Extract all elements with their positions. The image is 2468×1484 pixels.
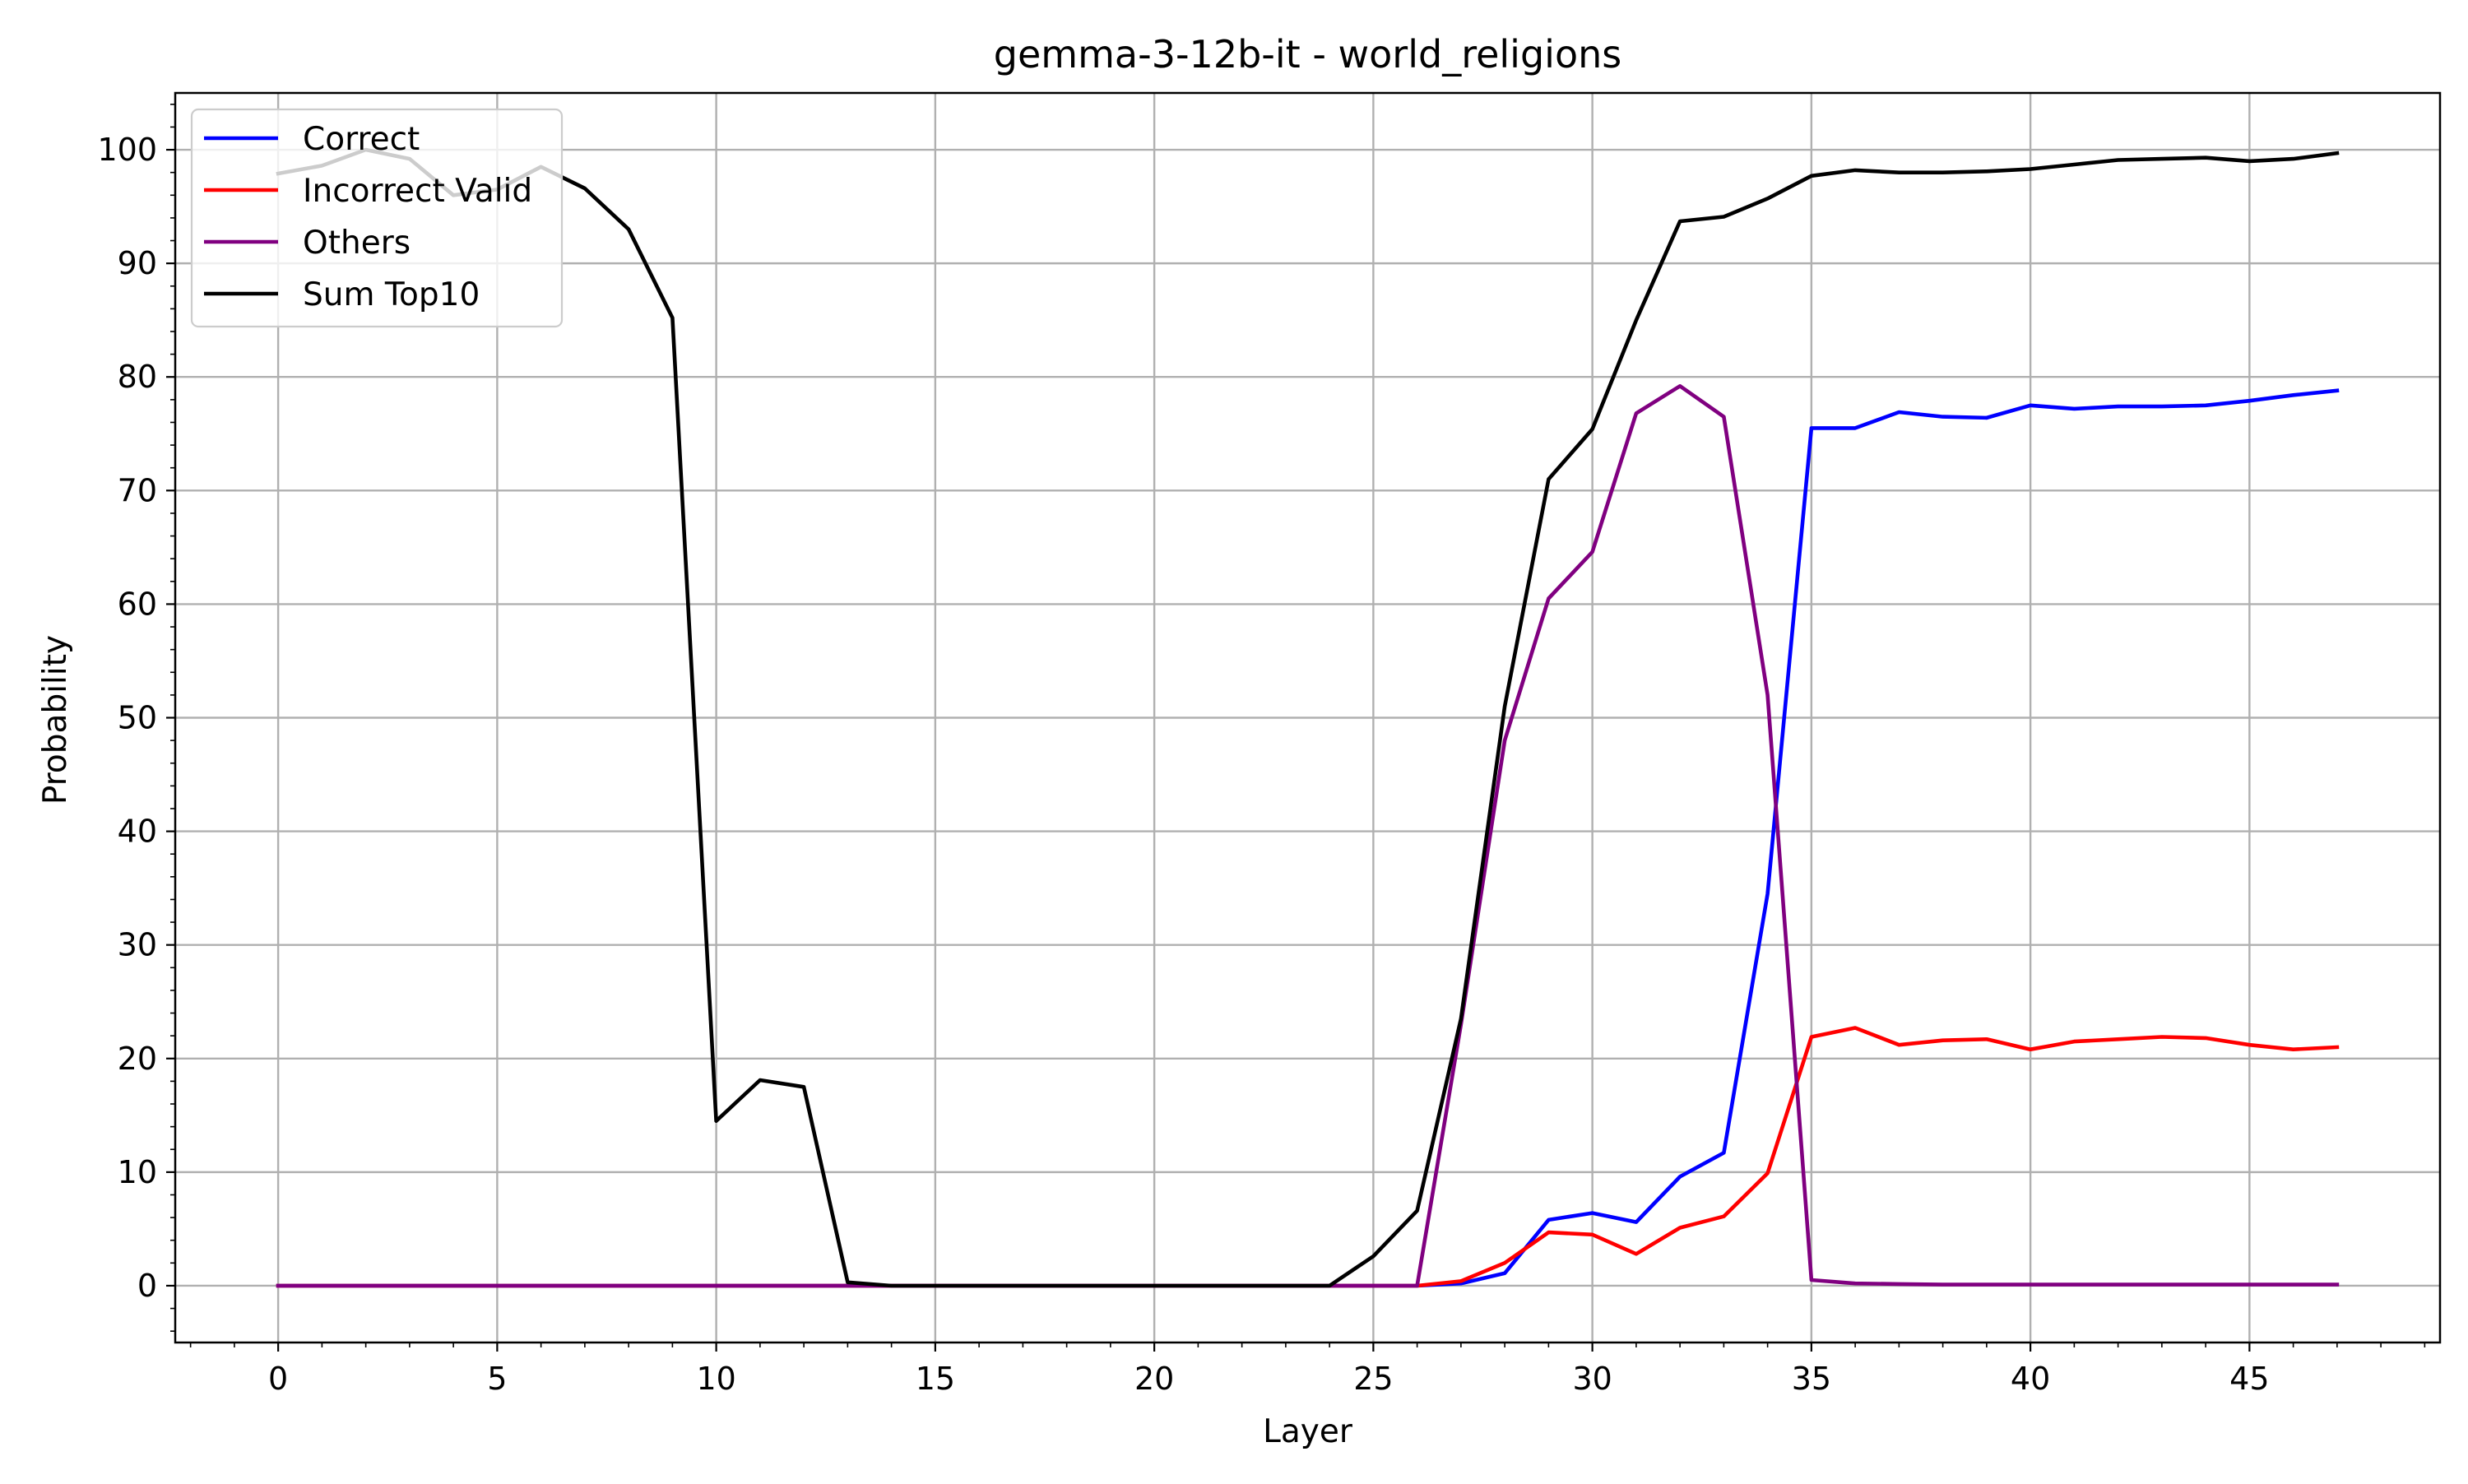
x-tick-label: 40	[2011, 1361, 2050, 1397]
legend-label-incorrect-valid: Incorrect Valid	[303, 173, 532, 210]
x-tick-label: 5	[487, 1361, 507, 1397]
x-axis-label: Layer	[1263, 1413, 1353, 1450]
chart-title: gemma-3-12b-it - world_religions	[994, 32, 1621, 77]
y-tick-label: 40	[118, 814, 157, 850]
x-tick-label: 0	[268, 1361, 288, 1397]
y-tick-label: 50	[118, 700, 157, 736]
y-tick-label: 70	[118, 472, 157, 508]
series-line-sum-top10	[276, 147, 2340, 1288]
x-tick-label: 15	[916, 1361, 955, 1397]
legend-label-others: Others	[303, 225, 411, 262]
y-tick-label: 90	[118, 245, 157, 281]
y-axis-label: Probability	[37, 635, 74, 805]
y-tick-label: 80	[118, 359, 157, 395]
y-tick-label: 100	[97, 132, 157, 168]
y-tick-label: 20	[118, 1041, 157, 1077]
legend-label-sum-top10: Sum Top10	[303, 276, 480, 313]
legend-label-correct: Correct	[303, 121, 420, 158]
x-tick-label: 25	[1353, 1361, 1393, 1397]
y-tick-label: 10	[118, 1154, 157, 1190]
y-tick-label: 60	[118, 586, 157, 622]
x-tick-label: 45	[2229, 1361, 2269, 1397]
x-tick-label: 10	[696, 1361, 735, 1397]
x-tick-label: 35	[1792, 1361, 1831, 1397]
legend-box	[190, 108, 564, 328]
x-tick-label: 20	[1134, 1361, 1174, 1397]
y-tick-label: 30	[118, 927, 157, 963]
axes: 0 5 10 15 20 25 30 35 40 45 0 10 20 30 40 50 60 70 80 90 100	[97, 104, 2426, 1397]
legend: Correct Incorrect Valid Others Sum Top10	[190, 108, 564, 328]
series-lines	[276, 147, 2340, 1288]
y-tick-label: 0	[137, 1268, 157, 1304]
x-tick-label: 30	[1572, 1361, 1612, 1397]
